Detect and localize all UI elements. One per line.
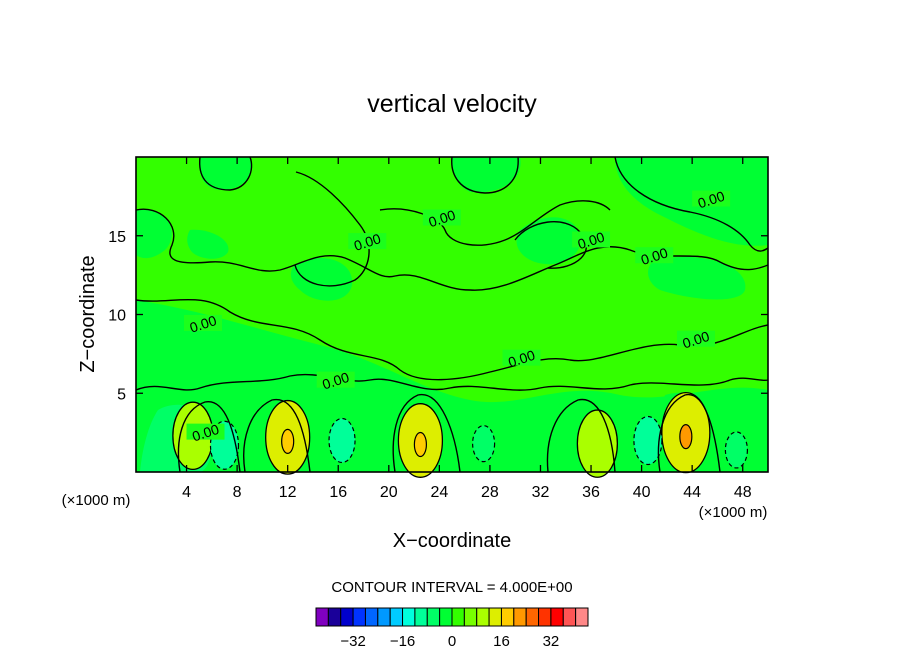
colorbar-swatch — [488, 607, 502, 627]
colorbar-swatch — [377, 607, 391, 627]
field-region — [290, 257, 353, 301]
contour-line — [657, 394, 721, 473]
updraft-core — [679, 424, 693, 450]
colorbar-swatch — [414, 607, 428, 627]
contour-label-bg — [572, 231, 611, 248]
colorbar-swatch — [315, 607, 329, 627]
colorbar-swatch — [340, 607, 354, 627]
downdraft-cell — [328, 417, 356, 464]
contour-line — [177, 401, 241, 473]
colorbar-swatch — [463, 607, 478, 627]
colorbar-swatch — [525, 607, 540, 627]
x-unit-left: (×1000 m) — [62, 492, 131, 509]
colorbar-swatch — [575, 607, 589, 627]
x-tick-label: 12 — [279, 484, 297, 501]
chart-title: vertical velocity — [367, 90, 537, 118]
y-tick-label: 10 — [108, 308, 126, 325]
field-region — [136, 209, 172, 259]
x-tick-label: 8 — [233, 484, 242, 501]
x-tick-label: 40 — [633, 484, 651, 501]
contour-line — [198, 156, 253, 191]
contour-label-bg — [502, 349, 541, 366]
colorbar-tick-label: 0 — [448, 633, 456, 650]
plot-area: 0.000.00 0.000.000.000.000.000.000.000.00 — [135, 156, 769, 478]
field-region — [615, 157, 768, 246]
contour-line — [135, 373, 769, 391]
field-region — [451, 157, 521, 193]
downdraft-cell — [724, 431, 749, 469]
contour-label-bg — [676, 330, 715, 347]
contour-label-bg — [692, 190, 731, 207]
updraft-core — [413, 431, 427, 458]
x-tick-label: 24 — [430, 484, 448, 501]
field-region — [648, 256, 746, 300]
x-axis-label: X−coordinate — [393, 530, 511, 552]
colorbar-swatch — [538, 607, 552, 627]
colorbar-swatch — [439, 607, 453, 627]
colorbar-swatch — [451, 607, 465, 627]
x-tick-label: 44 — [683, 484, 701, 501]
y-axis-label: Z−coordinate — [77, 255, 99, 372]
contour-line — [243, 398, 311, 473]
x-axis: 4 8 12 16 20 24 28 32 36 40 44 48 — [182, 157, 752, 501]
y-tick-label: 15 — [108, 229, 126, 246]
colorbar-swatch — [389, 607, 404, 627]
x-unit-right: (×1000 m) — [699, 504, 768, 521]
contour-line — [135, 298, 769, 381]
contour-line — [392, 394, 461, 473]
x-tick-label: 32 — [532, 484, 550, 501]
contour-line — [546, 398, 616, 473]
contour-line — [614, 156, 769, 252]
contour-interval-text: CONTOUR INTERVAL = 4.000E+00 — [331, 579, 572, 596]
field-region — [199, 157, 252, 190]
colorbar-swatch — [426, 607, 441, 627]
colorbar-swatch — [364, 607, 379, 627]
colorbar-swatch — [352, 607, 366, 627]
colorbar-tick-label: −16 — [390, 633, 415, 650]
contour-line — [294, 171, 370, 287]
x-tick-label: 36 — [582, 484, 600, 501]
contour-label-bg — [183, 314, 222, 331]
field-region — [516, 217, 581, 265]
colorbar-tick-label: −32 — [340, 633, 365, 650]
y-axis: 5 10 15 — [108, 229, 768, 403]
contour-label-bg — [422, 209, 461, 226]
colorbar-swatch — [476, 607, 490, 627]
colorbar-tick-label: 32 — [543, 633, 560, 650]
contour-label-bg — [348, 233, 387, 250]
y-tick-label: 5 — [117, 386, 126, 403]
colorbar-swatch — [327, 607, 342, 627]
downdraft-cell — [633, 415, 663, 466]
contour-line — [451, 156, 519, 194]
x-tick-label: 48 — [734, 484, 752, 501]
contour-label-bg — [186, 423, 225, 440]
colorbar-tick-label: 16 — [493, 633, 510, 650]
contour-label-bg — [316, 371, 355, 388]
colorbar-swatch — [513, 607, 527, 627]
x-tick-label: 4 — [182, 484, 191, 501]
downdraft-cell — [472, 425, 496, 463]
x-tick-label: 16 — [329, 484, 347, 501]
x-tick-label: 28 — [481, 484, 499, 501]
colorbar-swatch — [550, 607, 564, 627]
field-region — [187, 229, 229, 259]
contour-label-bg — [635, 247, 674, 264]
colorbar-swatch — [402, 607, 416, 627]
updraft-core — [281, 428, 295, 454]
colorbar-swatch — [500, 607, 515, 627]
x-tick-label: 20 — [380, 484, 398, 501]
colorbar: −32 −16 0 16 32 — [315, 607, 589, 650]
colorbar-swatch — [562, 607, 577, 627]
